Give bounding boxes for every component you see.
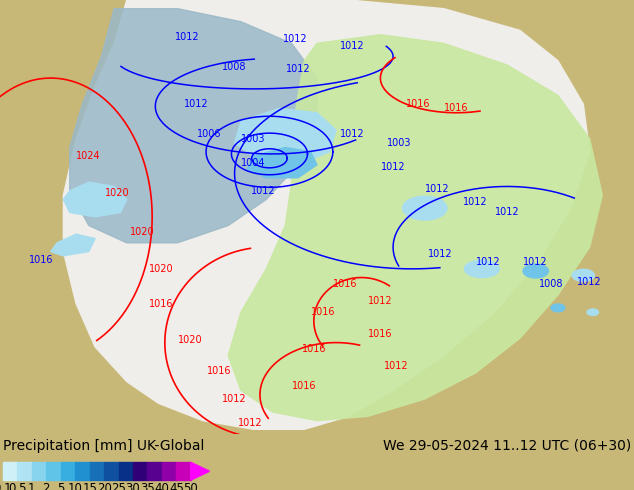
Text: 1003: 1003 — [387, 138, 411, 148]
Text: 50: 50 — [183, 482, 198, 490]
Text: 1016: 1016 — [292, 381, 316, 391]
Text: 1012: 1012 — [283, 34, 307, 44]
Bar — [119, 463, 133, 480]
Text: 1012: 1012 — [251, 186, 275, 196]
Ellipse shape — [572, 270, 595, 281]
Text: 1020: 1020 — [178, 336, 202, 345]
Ellipse shape — [403, 196, 447, 220]
Polygon shape — [63, 182, 127, 217]
Text: 1016: 1016 — [333, 279, 358, 289]
Bar — [176, 463, 191, 480]
Text: 40: 40 — [155, 482, 169, 490]
Bar — [162, 463, 176, 480]
Polygon shape — [70, 9, 317, 243]
Text: 20: 20 — [96, 482, 112, 490]
Text: 1012: 1012 — [340, 41, 364, 50]
Text: 2: 2 — [42, 482, 50, 490]
Bar — [133, 463, 148, 480]
Bar — [3, 463, 18, 480]
Text: 1020: 1020 — [131, 227, 155, 237]
Bar — [75, 463, 89, 480]
Polygon shape — [51, 234, 95, 256]
Text: 1008: 1008 — [223, 62, 247, 72]
Text: 1024: 1024 — [77, 151, 101, 161]
Text: 0.5: 0.5 — [8, 482, 27, 490]
Text: 15: 15 — [82, 482, 97, 490]
Bar — [61, 463, 75, 480]
Text: 1020: 1020 — [105, 188, 129, 198]
Ellipse shape — [464, 260, 500, 277]
Polygon shape — [235, 108, 336, 165]
Text: We 29-05-2024 11..12 UTC (06+30): We 29-05-2024 11..12 UTC (06+30) — [383, 439, 631, 453]
Text: 1012: 1012 — [578, 277, 602, 287]
Bar — [89, 463, 104, 480]
Text: 1012: 1012 — [223, 394, 247, 404]
Ellipse shape — [551, 304, 565, 312]
Text: 1003: 1003 — [242, 134, 266, 144]
Ellipse shape — [523, 264, 548, 278]
Text: 0.1: 0.1 — [0, 482, 12, 490]
Bar — [148, 463, 162, 480]
Text: 1016: 1016 — [444, 103, 469, 113]
Text: 1004: 1004 — [242, 158, 266, 168]
Text: 1020: 1020 — [150, 264, 174, 274]
Text: 1012: 1012 — [495, 207, 519, 218]
Polygon shape — [247, 147, 317, 178]
Text: 1012: 1012 — [381, 162, 405, 172]
Text: 1006: 1006 — [197, 129, 221, 140]
Polygon shape — [191, 463, 210, 480]
Text: 1012: 1012 — [184, 99, 209, 109]
Bar — [18, 463, 32, 480]
Bar — [104, 463, 119, 480]
Ellipse shape — [587, 309, 598, 316]
Text: 1: 1 — [28, 482, 36, 490]
Text: 1016: 1016 — [311, 307, 335, 317]
Text: 35: 35 — [140, 482, 155, 490]
Text: 1012: 1012 — [368, 296, 392, 306]
Text: 30: 30 — [126, 482, 140, 490]
Text: 1016: 1016 — [29, 255, 53, 265]
Text: 45: 45 — [169, 482, 184, 490]
Text: 1008: 1008 — [540, 279, 564, 289]
Text: 10: 10 — [68, 482, 82, 490]
Text: 1012: 1012 — [463, 196, 488, 207]
Text: 1012: 1012 — [238, 418, 262, 428]
Text: 1016: 1016 — [368, 329, 392, 339]
Text: 1012: 1012 — [175, 32, 199, 42]
Text: 1012: 1012 — [286, 64, 310, 74]
Text: 1016: 1016 — [406, 99, 430, 109]
Text: 1016: 1016 — [150, 298, 174, 309]
Text: 1012: 1012 — [384, 362, 408, 371]
Text: Precipitation [mm] UK-Global: Precipitation [mm] UK-Global — [3, 439, 204, 453]
Text: 25: 25 — [111, 482, 126, 490]
Text: 5: 5 — [57, 482, 65, 490]
Text: 1016: 1016 — [302, 344, 326, 354]
Polygon shape — [228, 35, 602, 420]
Text: 1012: 1012 — [476, 257, 500, 268]
Text: 1016: 1016 — [207, 366, 231, 376]
Bar — [32, 463, 46, 480]
Text: 1012: 1012 — [524, 257, 548, 268]
Text: 1012: 1012 — [425, 184, 450, 194]
Text: 1012: 1012 — [429, 249, 453, 259]
Text: 1012: 1012 — [340, 129, 364, 140]
Bar — [46, 463, 61, 480]
Polygon shape — [63, 0, 590, 429]
